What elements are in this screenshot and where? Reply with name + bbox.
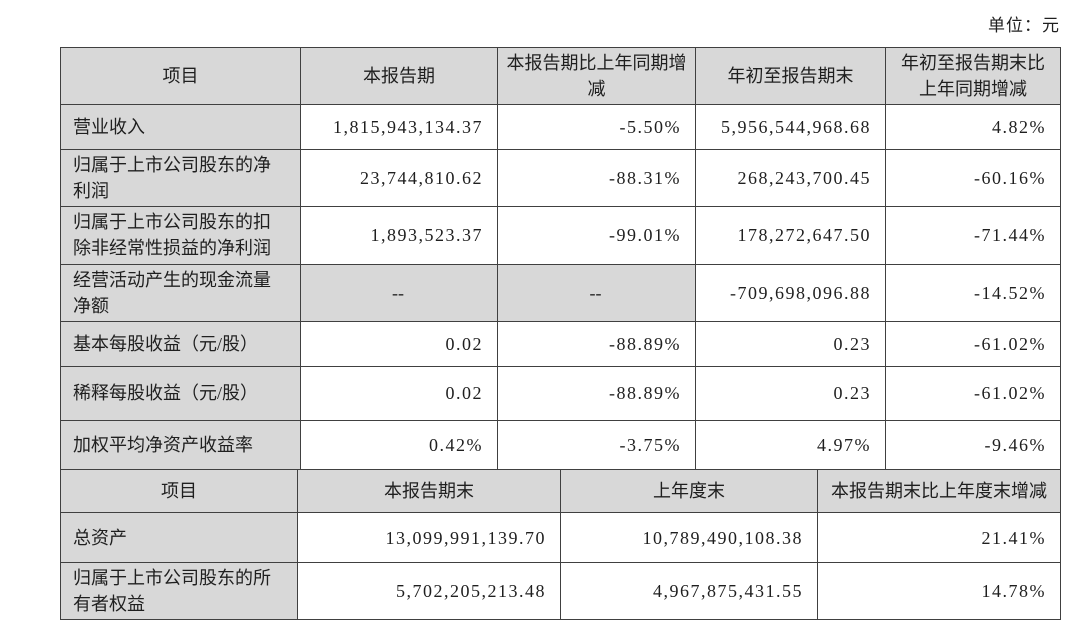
- cell-value: -88.89%: [497, 365, 696, 421]
- cell-value: 0.23: [695, 365, 886, 421]
- table-header-row: 项目 本报告期末 上年度末 本报告期末比上年度末增减: [60, 469, 1061, 514]
- table-row: 加权平均净资产收益率 0.42% -3.75% 4.97% -9.46%: [60, 419, 1061, 471]
- balance-sheet-table: 项目 本报告期末 上年度末 本报告期末比上年度末增减 总资产 13,099,99…: [60, 469, 1061, 620]
- cell-value: 178,272,647.50: [695, 206, 886, 265]
- cell-value: 268,243,700.45: [695, 149, 886, 208]
- cell-value: 5,702,205,213.48: [297, 562, 561, 620]
- t1-header-ytd-yoy-change: 年初至报告期末比上年同期增减: [885, 46, 1061, 106]
- row-label-diluted-eps: 稀释每股收益（元/股）: [60, 365, 301, 421]
- cell-value: 21.41%: [817, 512, 1061, 564]
- cell-value: -14.52%: [885, 263, 1061, 322]
- cell-value: 5,956,544,968.68: [695, 104, 886, 151]
- row-label-weighted-avg-roe: 加权平均净资产收益率: [60, 419, 301, 471]
- cell-value: -60.16%: [885, 149, 1061, 208]
- row-label-total-assets: 总资产: [60, 512, 298, 564]
- t2-header-period-end: 本报告期末: [297, 469, 561, 514]
- cell-value: -3.75%: [497, 419, 696, 471]
- cell-value: 1,893,523.37: [300, 206, 498, 265]
- table-row: 总资产 13,099,991,139.70 10,789,490,108.38 …: [60, 512, 1061, 564]
- t1-header-period-yoy-change: 本报告期比上年同期增减: [497, 46, 696, 106]
- unit-label: 单位：元: [988, 16, 1060, 35]
- t2-header-change-vs-prior-year-end: 本报告期末比上年度末增减: [817, 469, 1061, 514]
- row-label-revenue: 营业收入: [60, 104, 301, 151]
- cell-value: 4,967,875,431.55: [560, 562, 818, 620]
- row-label-net-profit-ex-nonrecurring: 归属于上市公司股东的扣除非经常性损益的净利润: [60, 206, 301, 265]
- cell-value: -5.50%: [497, 104, 696, 151]
- cell-value: 10,789,490,108.38: [560, 512, 818, 564]
- cell-value: 4.97%: [695, 419, 886, 471]
- table-row: 经营活动产生的现金流量净额 -- -- -709,698,096.88 -14.…: [60, 263, 1061, 322]
- row-label-net-profit: 归属于上市公司股东的净利润: [60, 149, 301, 208]
- cell-value: -88.89%: [497, 320, 696, 367]
- period-results-table: 项目 本报告期 本报告期比上年同期增减 年初至报告期末 年初至报告期末比上年同期…: [60, 46, 1061, 471]
- cell-value: 0.02: [300, 320, 498, 367]
- table-header-row: 项目 本报告期 本报告期比上年同期增减 年初至报告期末 年初至报告期末比上年同期…: [60, 46, 1061, 106]
- t1-header-ytd: 年初至报告期末: [695, 46, 886, 106]
- cell-value: 0.23: [695, 320, 886, 367]
- row-label-operating-cash-flow: 经营活动产生的现金流量净额: [60, 263, 301, 322]
- cell-value: --: [300, 263, 498, 322]
- row-label-basic-eps: 基本每股收益（元/股）: [60, 320, 301, 367]
- cell-value: 14.78%: [817, 562, 1061, 620]
- table-row: 稀释每股收益（元/股） 0.02 -88.89% 0.23 -61.02%: [60, 365, 1061, 421]
- cell-value: --: [497, 263, 696, 322]
- table-row: 归属于上市公司股东的所有者权益 5,702,205,213.48 4,967,8…: [60, 562, 1061, 620]
- cell-value: 13,099,991,139.70: [297, 512, 561, 564]
- t2-header-item: 项目: [60, 469, 298, 514]
- table-row: 基本每股收益（元/股） 0.02 -88.89% 0.23 -61.02%: [60, 320, 1061, 367]
- t1-header-item: 项目: [60, 46, 301, 106]
- cell-value: -709,698,096.88: [695, 263, 886, 322]
- cell-value: -99.01%: [497, 206, 696, 265]
- table-row: 营业收入 1,815,943,134.37 -5.50% 5,956,544,9…: [60, 104, 1061, 151]
- cell-value: -9.46%: [885, 419, 1061, 471]
- cell-value: -71.44%: [885, 206, 1061, 265]
- table-row: 归属于上市公司股东的扣除非经常性损益的净利润 1,893,523.37 -99.…: [60, 206, 1061, 265]
- cell-value: 0.42%: [300, 419, 498, 471]
- cell-value: -88.31%: [497, 149, 696, 208]
- cell-value: -61.02%: [885, 320, 1061, 367]
- t1-header-current-period: 本报告期: [300, 46, 498, 106]
- table-row: 归属于上市公司股东的净利润 23,744,810.62 -88.31% 268,…: [60, 149, 1061, 208]
- cell-value: 4.82%: [885, 104, 1061, 151]
- t2-header-prior-year-end: 上年度末: [560, 469, 818, 514]
- cell-value: 1,815,943,134.37: [300, 104, 498, 151]
- cell-value: -61.02%: [885, 365, 1061, 421]
- cell-value: 23,744,810.62: [300, 149, 498, 208]
- row-label-shareholders-equity: 归属于上市公司股东的所有者权益: [60, 562, 298, 620]
- cell-value: 0.02: [300, 365, 498, 421]
